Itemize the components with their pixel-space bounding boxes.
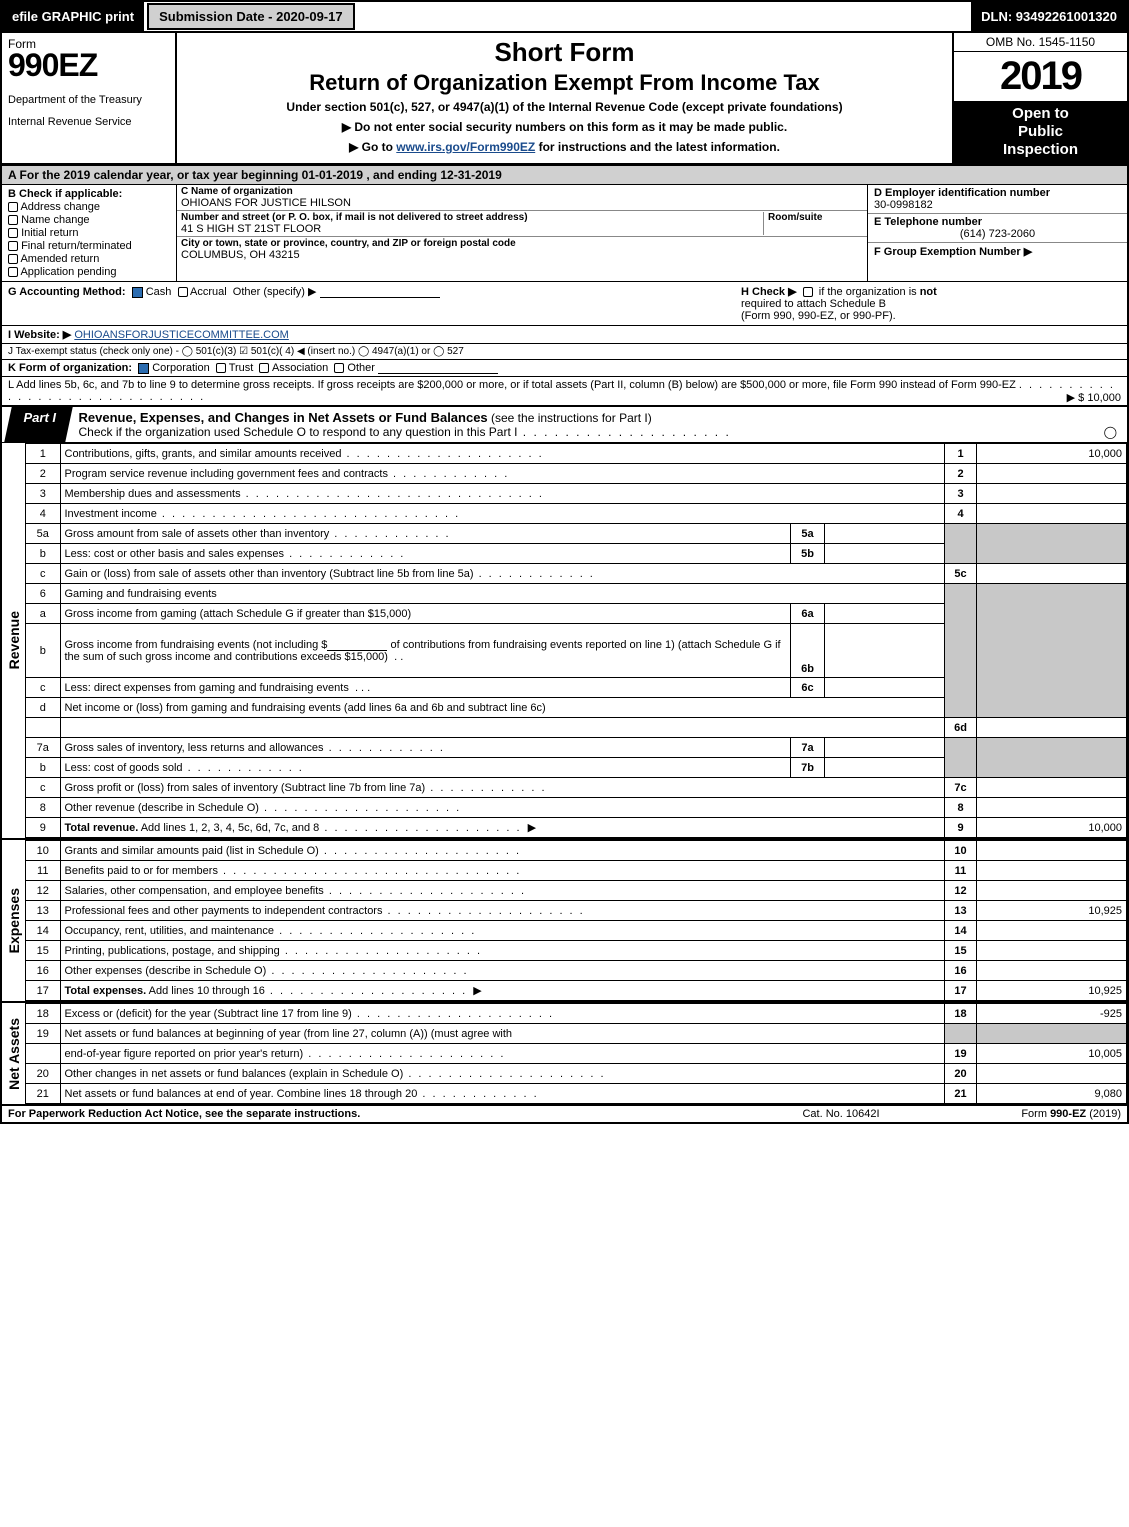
box-c: C Name of organization OHIOANS FOR JUSTI…	[177, 185, 867, 281]
checkbox-schedule-b[interactable]	[803, 287, 813, 297]
part-1-header: Part I Revenue, Expenses, and Changes in…	[2, 407, 1127, 443]
group-exemption-label: F Group Exemption Number ▶	[874, 245, 1121, 258]
website-link[interactable]: OHIOANSFORJUSTICECOMMITTEE.COM	[74, 329, 289, 341]
org-address: 41 S HIGH ST 21ST FLOOR	[181, 223, 763, 235]
checkbox-cash[interactable]	[132, 287, 143, 298]
tax-year: 2019	[954, 52, 1127, 101]
telephone-value: (614) 723-2060	[874, 228, 1121, 240]
checkbox-corporation[interactable]	[138, 363, 149, 374]
line-13-amount: 10,925	[977, 901, 1127, 921]
tax-exempt-status: J Tax-exempt status (check only one) - ◯…	[2, 344, 1127, 360]
accounting-method-label: G Accounting Method:	[8, 286, 126, 298]
org-name: OHIOANS FOR JUSTICE HILSON	[181, 197, 863, 209]
section-a: A For the 2019 calendar year, or tax yea…	[2, 166, 1127, 185]
form-name: 990EZ	[8, 47, 169, 84]
part1-check-value[interactable]: ◯	[1104, 425, 1117, 439]
efile-print-button[interactable]: efile GRAPHIC print	[2, 2, 146, 31]
box-b: B Check if applicable: Address change Na…	[2, 185, 177, 281]
paperwork-notice: For Paperwork Reduction Act Notice, see …	[8, 1108, 741, 1120]
dept-treasury: Department of the Treasury	[8, 94, 169, 106]
line-1-amount: 10,000	[977, 444, 1127, 464]
checkbox-address-change[interactable]	[8, 202, 18, 212]
expenses-table: 10Grants and similar amounts paid (list …	[26, 840, 1127, 1001]
form-version: Form 990-EZ (2019)	[941, 1108, 1121, 1120]
line-18-amount: -925	[977, 1004, 1127, 1024]
box-d: D Employer identification number 30-0998…	[867, 185, 1127, 281]
side-label-revenue: Revenue	[2, 443, 26, 838]
top-bar: efile GRAPHIC print Submission Date - 20…	[2, 2, 1127, 33]
dept-irs: Internal Revenue Service	[8, 116, 169, 128]
checkbox-other-org[interactable]	[334, 363, 344, 373]
checkbox-name-change[interactable]	[8, 215, 18, 225]
side-label-expenses: Expenses	[2, 840, 26, 1001]
cat-number: Cat. No. 10642I	[741, 1108, 941, 1120]
checkbox-trust[interactable]	[216, 363, 226, 373]
form-header: Form 990EZ Department of the Treasury In…	[2, 33, 1127, 166]
line-19-amount: 10,005	[977, 1044, 1127, 1064]
line-9-amount: 10,000	[977, 818, 1127, 838]
line-21-amount: 9,080	[977, 1084, 1127, 1104]
ein-value: 30-0998182	[874, 199, 1121, 211]
form-title-2: Return of Organization Exempt From Incom…	[183, 70, 946, 96]
bullet-goto: ▶ Go to www.irs.gov/Form990EZ for instru…	[183, 140, 946, 154]
room-suite-label: Room/suite	[768, 212, 863, 223]
omb-number: OMB No. 1545-1150	[954, 33, 1127, 52]
dln-label: DLN: 93492261001320	[971, 2, 1127, 31]
org-city: COLUMBUS, OH 43215	[181, 249, 863, 261]
inspection-badge: Open to Public Inspection	[954, 101, 1127, 163]
form-subtitle: Under section 501(c), 527, or 4947(a)(1)…	[183, 100, 946, 114]
checkbox-initial-return[interactable]	[8, 228, 18, 238]
line-l: L Add lines 5b, 6c, and 7b to line 9 to …	[2, 377, 1127, 407]
checkbox-application-pending[interactable]	[8, 267, 18, 277]
page-footer: For Paperwork Reduction Act Notice, see …	[2, 1104, 1127, 1122]
checkbox-accrual[interactable]	[178, 287, 188, 297]
submission-date: Submission Date - 2020-09-17	[147, 3, 355, 30]
net-assets-table: 18Excess or (deficit) for the year (Subt…	[26, 1003, 1127, 1104]
checkbox-association[interactable]	[259, 363, 269, 373]
bullet-ssn: ▶ Do not enter social security numbers o…	[183, 120, 946, 134]
form-title: Short Form	[183, 37, 946, 68]
side-label-net-assets: Net Assets	[2, 1003, 26, 1104]
revenue-table: 1Contributions, gifts, grants, and simil…	[26, 443, 1127, 838]
checkbox-final-return[interactable]	[8, 241, 18, 251]
checkbox-amended-return[interactable]	[8, 254, 18, 264]
irs-link[interactable]: www.irs.gov/Form990EZ	[396, 140, 535, 154]
line-17-amount: 10,925	[977, 981, 1127, 1001]
